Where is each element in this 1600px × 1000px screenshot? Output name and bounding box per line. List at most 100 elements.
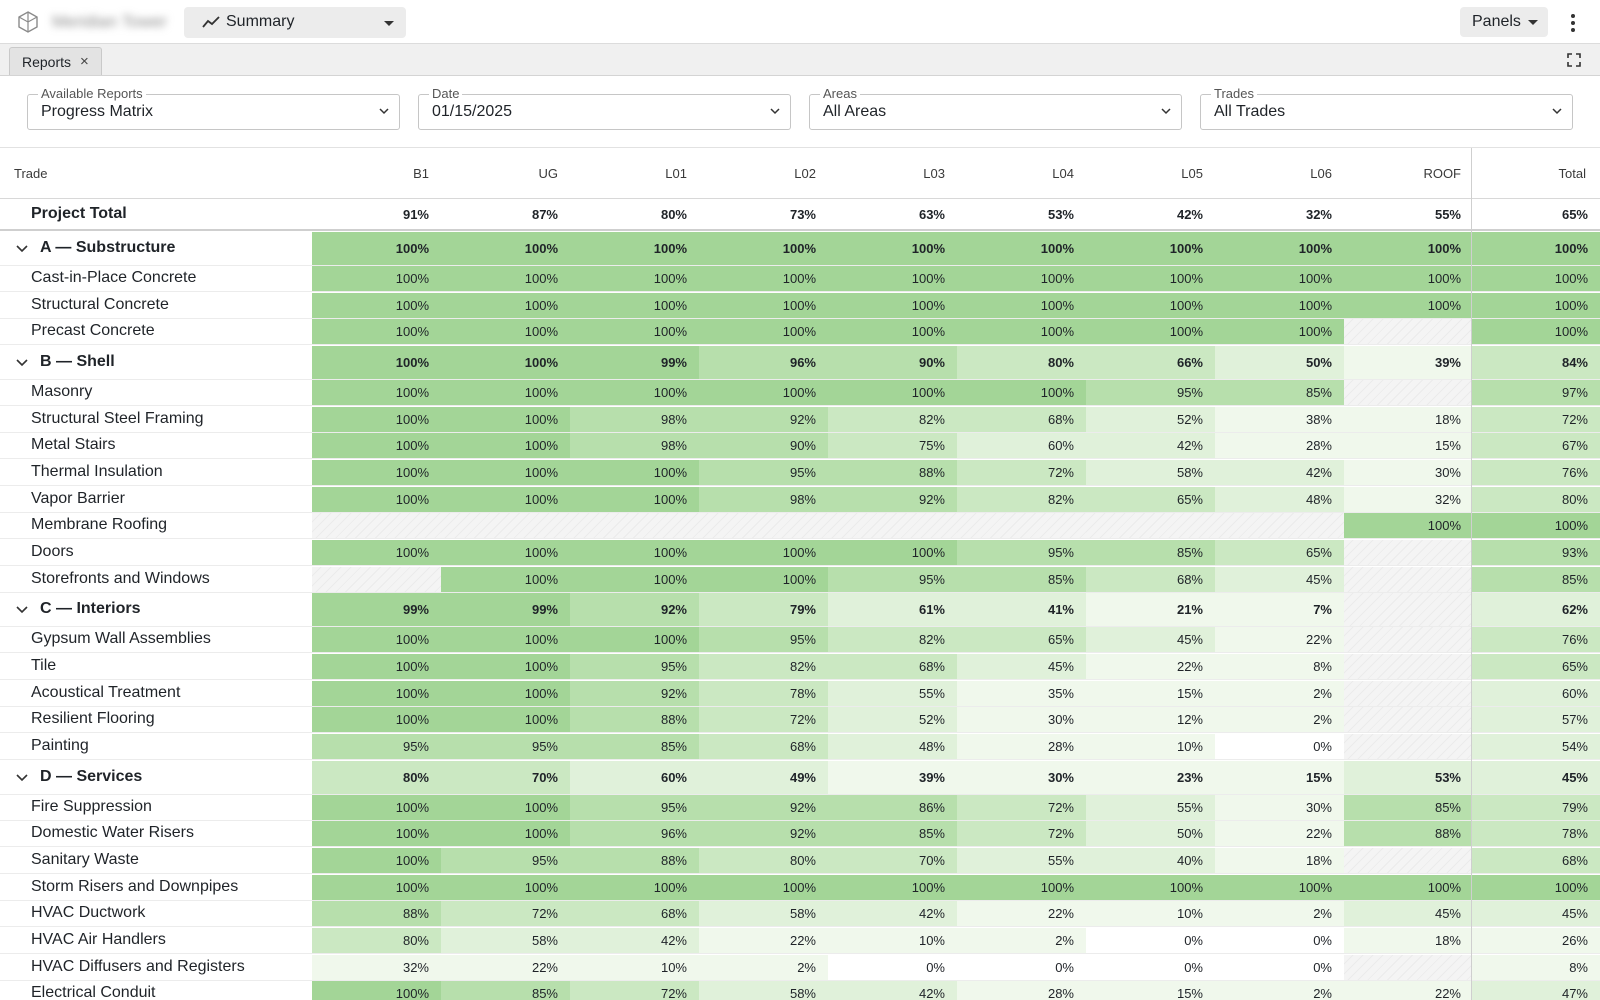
progress-cell[interactable]: 95%	[441, 734, 570, 760]
progress-cell[interactable]: 82%	[957, 486, 1086, 512]
progress-cell[interactable]: 100%	[312, 292, 441, 318]
progress-cell[interactable]: 100%	[699, 292, 828, 318]
progress-cell[interactable]: 100%	[1086, 319, 1215, 345]
progress-cell[interactable]: 100%	[1472, 266, 1600, 291]
progress-cell[interactable]: 100%	[1086, 232, 1215, 265]
table-row[interactable]: 100% 100% Membrane Roofing	[0, 513, 1600, 540]
progress-cell[interactable]: 85%	[1472, 566, 1600, 592]
group-row[interactable]: 100% 100% 99% 96% 90% 80% 66% 50% 39% 84% B — Shel…	[0, 346, 1600, 380]
progress-cell[interactable]: 100%	[441, 540, 570, 566]
progress-cell[interactable]: 18%	[1344, 928, 1473, 954]
progress-cell[interactable]: 0%	[1086, 954, 1215, 980]
group-row[interactable]: 100% 100% 100% 100% 100% 100% 100% 100% 100% 100%…	[0, 232, 1600, 266]
progress-cell[interactable]: 60%	[1472, 680, 1600, 706]
fullscreen-icon[interactable]	[1566, 52, 1582, 68]
progress-cell[interactable]: 100%	[312, 794, 441, 820]
progress-cell[interactable]: 52%	[1086, 406, 1215, 432]
progress-cell[interactable]: 84%	[1472, 346, 1600, 379]
table-row[interactable]: 88% 72% 68% 58% 42% 22% 10% 2% 45% 45% HVAC Ductwo…	[0, 901, 1600, 928]
progress-cell[interactable]: 68%	[828, 654, 957, 680]
progress-cell[interactable]: 100%	[1472, 874, 1600, 900]
progress-cell[interactable]: 10%	[1086, 734, 1215, 760]
table-row[interactable]: 100% 100% 100% 100% 100% 100% 100% 100% 100% 100%…	[0, 292, 1600, 319]
progress-cell[interactable]: 100%	[699, 540, 828, 566]
progress-cell[interactable]: 100%	[441, 486, 570, 512]
progress-cell[interactable]: 100%	[699, 266, 828, 291]
progress-cell[interactable]: 95%	[699, 460, 828, 486]
table-row[interactable]: 100% 95% 88% 80% 70% 55% 40% 18% 68% Sanitary Was…	[0, 848, 1600, 875]
progress-cell[interactable]: 88%	[570, 848, 699, 874]
chevron-down-icon[interactable]	[16, 359, 28, 367]
progress-cell[interactable]: 100%	[312, 232, 441, 265]
group-row[interactable]: 99% 99% 92% 79% 61% 41% 21% 7% 62% C — Interiors	[0, 593, 1600, 628]
progress-cell[interactable]: 52%	[828, 707, 957, 733]
table-row[interactable]: 100% 100% 100% 98% 92% 82% 65% 48% 32% 80% Vapor B…	[0, 486, 1600, 513]
table-row[interactable]: 100% 100% 96% 92% 85% 72% 50% 22% 88% 78% Domestic…	[0, 821, 1600, 848]
progress-cell[interactable]: 15%	[1086, 680, 1215, 706]
progress-cell[interactable]: 91%	[312, 199, 441, 229]
progress-cell[interactable]: 95%	[312, 734, 441, 760]
progress-cell[interactable]: 82%	[699, 654, 828, 680]
progress-cell[interactable]: 58%	[699, 981, 828, 1000]
progress-cell[interactable]: 32%	[312, 954, 441, 980]
progress-cell[interactable]: 76%	[1472, 627, 1600, 653]
progress-cell[interactable]: 90%	[699, 433, 828, 459]
progress-cell[interactable]: 22%	[957, 901, 1086, 927]
progress-cell[interactable]: 55%	[1086, 794, 1215, 820]
progress-cell[interactable]: 100%	[312, 874, 441, 900]
progress-cell[interactable]: 65%	[957, 627, 1086, 653]
progress-cell[interactable]: 100%	[312, 486, 441, 512]
progress-cell[interactable]: 0%	[957, 954, 1086, 980]
progress-cell[interactable]: 45%	[1344, 901, 1473, 927]
progress-cell[interactable]: 100%	[1344, 513, 1473, 539]
progress-cell[interactable]: 100%	[312, 654, 441, 680]
progress-cell[interactable]: 35%	[957, 680, 1086, 706]
progress-cell[interactable]: 72%	[441, 901, 570, 927]
progress-cell[interactable]: 28%	[1215, 433, 1344, 459]
progress-cell[interactable]: 10%	[1086, 901, 1215, 927]
progress-cell[interactable]: 45%	[1086, 627, 1215, 653]
chevron-down-icon[interactable]	[16, 606, 28, 614]
progress-cell[interactable]: 95%	[828, 566, 957, 592]
table-row[interactable]: 100% 100% 95% 82% 68% 45% 22% 8% 65% Tile	[0, 654, 1600, 681]
table-row[interactable]: 100% 100% 100% 100% 100% 95% 85% 65% 93% Doors	[0, 540, 1600, 567]
table-row[interactable]: 100% 85% 72% 58% 42% 28% 15% 2% 22% 47% Electrical…	[0, 981, 1600, 1000]
progress-cell[interactable]: 28%	[957, 981, 1086, 1000]
progress-cell[interactable]: 98%	[570, 433, 699, 459]
progress-cell[interactable]: 78%	[699, 680, 828, 706]
progress-cell[interactable]: 2%	[699, 954, 828, 980]
progress-cell[interactable]: 72%	[957, 460, 1086, 486]
column-header-l01[interactable]: L01	[665, 166, 687, 181]
progress-cell[interactable]: 100%	[441, 346, 570, 379]
table-row[interactable]: 100% 100% 100% 100% 100% 100% 100% 100% 100% 100%…	[0, 266, 1600, 292]
progress-cell[interactable]: 100%	[570, 566, 699, 592]
progress-cell[interactable]: 48%	[1215, 486, 1344, 512]
table-row[interactable]: 80% 58% 42% 22% 10% 2% 0% 0% 18% 26% HVAC Air Hand…	[0, 928, 1600, 955]
progress-cell[interactable]: 100%	[312, 380, 441, 405]
progress-cell[interactable]: 42%	[828, 981, 957, 1000]
progress-cell[interactable]: 22%	[1086, 654, 1215, 680]
progress-cell[interactable]: 100%	[312, 406, 441, 432]
progress-cell[interactable]: 93%	[1472, 540, 1600, 566]
table-row[interactable]: 100% 100% 92% 78% 55% 35% 15% 2% 60% Acoustical T…	[0, 680, 1600, 707]
progress-cell[interactable]: 99%	[441, 593, 570, 627]
progress-cell[interactable]: 100%	[441, 821, 570, 847]
progress-cell[interactable]: 97%	[1472, 380, 1600, 405]
progress-cell[interactable]: 12%	[1086, 707, 1215, 733]
progress-cell[interactable]: 0%	[828, 954, 957, 980]
progress-cell[interactable]: 100%	[957, 266, 1086, 291]
progress-cell[interactable]: 85%	[441, 981, 570, 1000]
progress-cell[interactable]: 57%	[1472, 707, 1600, 733]
progress-cell[interactable]: 100%	[441, 566, 570, 592]
progress-cell[interactable]: 88%	[312, 901, 441, 927]
table-row[interactable]: 100% 100% 100% 95% 82% 65% 45% 22% 76% Gypsum Wal…	[0, 627, 1600, 654]
progress-cell[interactable]: 100%	[312, 627, 441, 653]
progress-cell[interactable]: 100%	[570, 292, 699, 318]
progress-cell[interactable]: 30%	[957, 760, 1086, 794]
progress-cell[interactable]: 60%	[957, 433, 1086, 459]
progress-cell[interactable]: 92%	[699, 794, 828, 820]
progress-cell[interactable]: 32%	[1215, 199, 1344, 229]
progress-cell[interactable]: 100%	[1215, 232, 1344, 265]
progress-cell[interactable]: 68%	[570, 901, 699, 927]
progress-cell[interactable]: 70%	[828, 848, 957, 874]
